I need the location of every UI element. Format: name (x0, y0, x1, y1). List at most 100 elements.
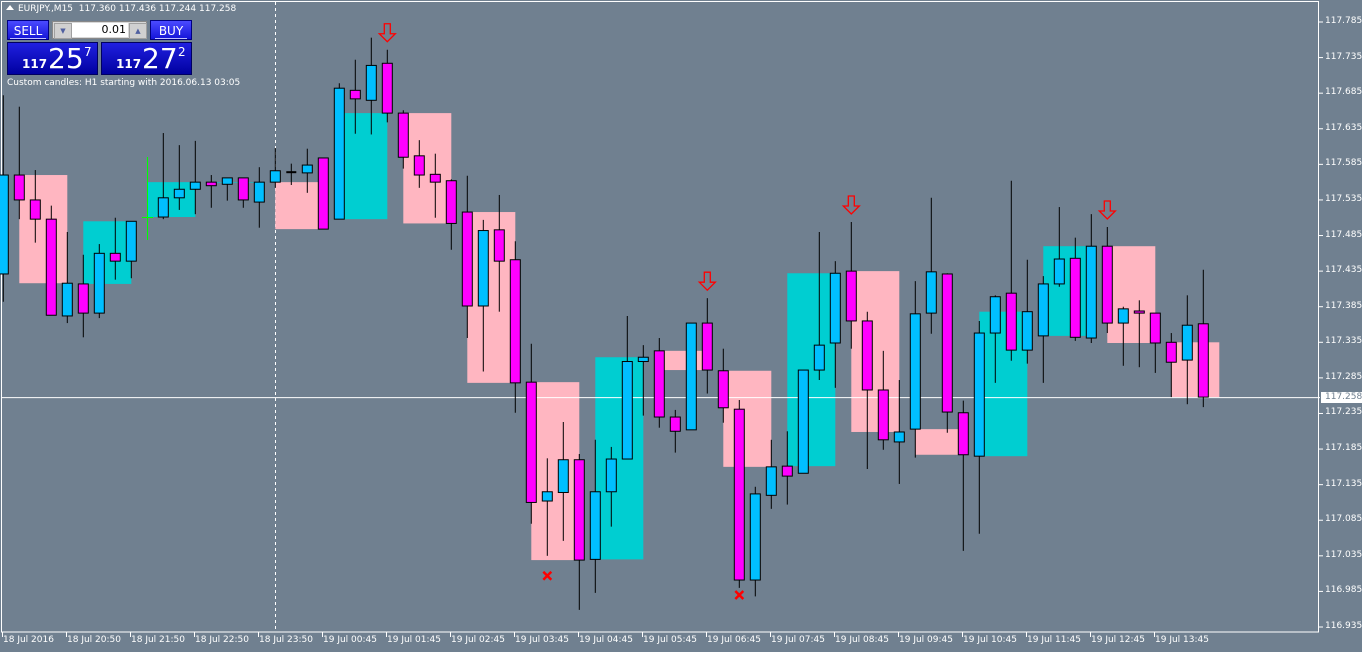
lot-decrease-icon[interactable]: ▼ (54, 23, 72, 39)
sell-arrow-icon (1097, 200, 1117, 220)
bull-candle (557, 459, 569, 493)
current-price-label: 117.258 (1321, 392, 1362, 404)
bear-candle (701, 322, 713, 371)
sell-price-fraction: 7 (84, 45, 92, 59)
bear-candle (205, 181, 217, 187)
bear-candle (733, 408, 745, 581)
bear-candle (525, 381, 537, 503)
time-tick-label: 19 Jul 10:45 (963, 635, 1017, 645)
bull-candle (93, 252, 105, 314)
bull-candle (269, 170, 281, 183)
h1-bear-candle (19, 175, 68, 284)
sell-arrow-icon (841, 195, 861, 215)
h1-bull-candle (1043, 246, 1092, 336)
symbol-timeframe: EURJPY.,M15 (18, 4, 74, 14)
bear-candle (1005, 292, 1017, 351)
bear-candle (669, 416, 681, 432)
time-tick-label: 19 Jul 06:45 (707, 635, 761, 645)
buy-button[interactable]: BUY (150, 20, 192, 40)
bull-candle (1181, 324, 1193, 361)
bear-candle (717, 370, 729, 409)
bear-candle (429, 173, 441, 183)
bull-candle (813, 344, 825, 371)
lot-increase-icon[interactable]: ▲ (129, 23, 147, 39)
time-tick-label: 19 Jul 05:45 (643, 635, 697, 645)
h1-bull-candle (787, 273, 836, 467)
buy-price-box[interactable]: 117 27 2 (101, 42, 192, 75)
bull-candle (925, 271, 937, 314)
bear-candle (237, 177, 249, 201)
lot-size-input[interactable]: 0.01 (72, 23, 128, 37)
buy-price-fraction: 2 (178, 45, 186, 59)
bull-candle (605, 458, 617, 493)
bear-candle (493, 229, 505, 262)
price-tick-label: 117.085 (1325, 514, 1362, 525)
bull-candle (829, 272, 841, 344)
lot-size-stepper[interactable]: ▼ 0.01 ▲ (52, 21, 147, 39)
indicator-note: Custom candles: H1 starting with 2016.06… (7, 78, 241, 88)
bull-candle (477, 230, 489, 307)
bull-candle (221, 177, 233, 185)
price-tick-label: 117.185 (1325, 443, 1362, 454)
sell-button[interactable]: SELL (7, 20, 49, 40)
bull-candle (909, 313, 921, 430)
bull-candle (365, 64, 377, 101)
price-tick-label: 117.335 (1325, 336, 1362, 347)
bull-candle (1037, 283, 1049, 337)
time-tick-label: 19 Jul 09:45 (899, 635, 953, 645)
sell-price-box[interactable]: 117 25 7 (7, 42, 98, 75)
x-mark-icon (542, 570, 553, 581)
h1-bear-candle (659, 350, 708, 371)
collapse-triangle-icon[interactable] (6, 5, 14, 10)
time-tick-label: 19 Jul 11:45 (1027, 635, 1081, 645)
h1-bear-candle (723, 370, 772, 467)
sell-arrow-icon (377, 23, 397, 43)
bull-candle (765, 466, 777, 496)
price-tick-label: 116.935 (1325, 621, 1362, 631)
sell-price-prefix: 117 (22, 57, 48, 71)
h1-bear-candle (531, 382, 580, 561)
bull-candle (301, 164, 313, 174)
bear-candle (941, 273, 953, 413)
time-tick-label: 18 Jul 22:50 (195, 635, 249, 645)
bull-candle (1053, 258, 1065, 285)
price-tick-label: 117.685 (1325, 87, 1362, 98)
time-tick-label: 19 Jul 12:45 (1091, 635, 1145, 645)
bear-candle (445, 180, 457, 224)
sell-arrow-icon (697, 271, 717, 292)
h1-bear-candle (851, 271, 900, 432)
bull-candle (621, 361, 633, 460)
bear-candle (653, 350, 665, 418)
time-tick-label: 19 Jul 04:45 (579, 635, 633, 645)
bear-candle (413, 155, 425, 176)
sell-price-pips: 25 (48, 42, 84, 75)
bull-candle (973, 332, 985, 457)
h1-bull-candle (595, 357, 644, 560)
bear-candle (1069, 257, 1081, 338)
price-tick-label: 117.235 (1325, 407, 1362, 418)
bull-candle (125, 220, 137, 262)
time-tick-label: 18 Jul 21:50 (131, 635, 185, 645)
bull-candle (893, 431, 905, 443)
h1-bull-candle (147, 182, 196, 218)
price-tick-label: 116.985 (1325, 585, 1362, 596)
time-tick-label: 18 Jul 23:50 (259, 635, 313, 645)
bear-candle (381, 62, 393, 114)
h1-bull-candle (979, 311, 1028, 457)
bull-candle (333, 87, 345, 220)
bull-candle (173, 188, 185, 199)
bull-candle (253, 181, 265, 203)
bear-candle (45, 218, 57, 316)
time-tick-label: 19 Jul 08:45 (835, 635, 889, 645)
bear-candle (1197, 323, 1209, 398)
h1-bear-candle (275, 182, 324, 230)
bear-candle (1165, 341, 1177, 363)
bull-candle (797, 369, 809, 474)
price-tick-label: 117.285 (1325, 371, 1362, 382)
chart-header: EURJPY.,M15 117.360 117.436 117.244 117.… (6, 4, 236, 14)
bull-candle (989, 296, 1001, 334)
bear-candle (461, 211, 473, 307)
bull-candle (189, 181, 201, 190)
time-tick-label: 19 Jul 01:45 (387, 635, 441, 645)
